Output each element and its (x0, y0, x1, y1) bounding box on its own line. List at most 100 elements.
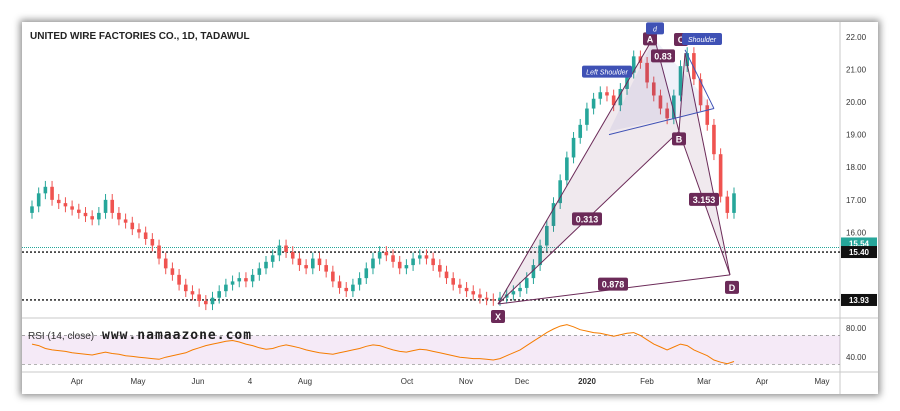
candle-97 (678, 66, 683, 96)
candle-101 (705, 105, 710, 125)
point-label-a: A (647, 34, 654, 44)
candle-59 (424, 255, 429, 259)
candle-83 (585, 108, 589, 125)
candle-10 (97, 212, 101, 220)
candle-46 (337, 281, 342, 288)
point-label-b-box (672, 132, 686, 146)
candle-103 (718, 154, 723, 197)
y-tick-label-3: 19.00 (846, 131, 867, 140)
chart-title: UNITED WIRE FACTORIES CO., 1D, TADAWUL (30, 31, 250, 42)
candle-13 (117, 212, 121, 220)
candle-93 (651, 82, 656, 96)
candle-52 (377, 252, 382, 259)
candle-67 (478, 294, 482, 298)
candle-80 (565, 157, 569, 181)
candle-6 (70, 206, 74, 210)
candle-85 (598, 92, 603, 99)
candle-40 (297, 258, 302, 266)
hs-right-leg (684, 49, 715, 109)
candle-100 (698, 79, 703, 106)
rsi-line (31, 324, 735, 365)
y-tick-label-5: 17.00 (846, 196, 867, 205)
candle-90 (631, 56, 636, 73)
pattern-leg-XA (497, 36, 655, 305)
ratio-label-0: 0.313 (576, 214, 599, 224)
candle-54 (391, 255, 395, 262)
x-tick-label-1: May (130, 377, 145, 386)
xab-triangle (498, 36, 679, 304)
candle-68 (484, 297, 489, 300)
candle-79 (558, 180, 562, 204)
candle-82 (578, 124, 583, 138)
right-shoulder-label: Shoulder (688, 37, 717, 44)
x-tick-label-3: 4 (248, 377, 253, 386)
candle-64 (458, 284, 462, 288)
x-tick-label-2: Jun (192, 377, 205, 386)
price-level-badge-2 (841, 293, 877, 306)
ratio-label-2-box (651, 49, 675, 63)
candle-60 (431, 258, 435, 266)
price-level-label-0: 15.54 (849, 239, 870, 248)
hs-fill (609, 38, 714, 132)
candle-44 (324, 265, 328, 272)
candle-50 (364, 268, 369, 279)
rsi-label: RSI (14, close) (28, 331, 95, 342)
y-tick-label-6: 16.00 (846, 228, 867, 237)
candle-21 (170, 268, 175, 275)
candle-31 (237, 278, 242, 282)
x-tick-label-11: Apr (756, 377, 769, 386)
point-label-d: D (729, 283, 736, 293)
ratio-label-2: 0.83 (654, 51, 672, 61)
candle-33 (250, 274, 255, 282)
candle-9 (90, 216, 94, 220)
candle-98 (685, 53, 689, 67)
candle-58 (417, 255, 422, 259)
candle-96 (672, 95, 676, 119)
head-label: d (653, 26, 658, 33)
price-level-label-1: 15.40 (849, 248, 870, 257)
candle-23 (183, 284, 188, 292)
candle-36 (270, 255, 275, 262)
x-tick-label-8: 2020 (578, 377, 596, 386)
left-shoulder-label: Left Shoulder (586, 70, 628, 77)
candle-87 (611, 95, 616, 106)
candle-75 (531, 265, 536, 279)
candle-105 (732, 193, 736, 213)
price-level-label-2: 13.93 (849, 296, 870, 305)
candle-7 (77, 209, 81, 213)
rsi-tick-label-1: 40.00 (846, 353, 867, 362)
candle-72 (511, 291, 516, 295)
candle-37 (277, 245, 282, 256)
candle-81 (571, 137, 576, 158)
candle-47 (344, 287, 349, 292)
x-tick-label-5: Oct (401, 377, 414, 386)
pattern-leg-BC (678, 53, 686, 132)
candle-43 (317, 258, 322, 266)
candle-11 (103, 199, 108, 213)
x-tick-label-7: Dec (515, 377, 529, 386)
candle-12 (110, 199, 115, 213)
point-label-d-box (725, 280, 739, 294)
ratio-label-1-box (598, 277, 628, 291)
candle-76 (538, 245, 542, 266)
candle-88 (618, 88, 623, 106)
candle-62 (444, 271, 449, 279)
candle-14 (123, 219, 128, 223)
candle-73 (518, 287, 522, 292)
candle-84 (591, 98, 596, 109)
candle-15 (130, 222, 135, 230)
point-label-x: X (495, 312, 501, 322)
candle-3 (50, 186, 54, 200)
candle-51 (371, 258, 375, 269)
x-tick-label-6: Nov (459, 377, 473, 386)
candle-35 (264, 261, 268, 269)
ratio-label-1: 0.878 (602, 280, 625, 290)
ratio-label-3-box (689, 192, 719, 206)
candle-48 (351, 284, 355, 292)
candle-53 (384, 252, 389, 256)
candle-74 (524, 278, 529, 288)
candle-32 (244, 278, 248, 282)
candle-69 (491, 299, 496, 301)
candle-56 (404, 265, 409, 269)
point-label-a-box (643, 32, 657, 46)
